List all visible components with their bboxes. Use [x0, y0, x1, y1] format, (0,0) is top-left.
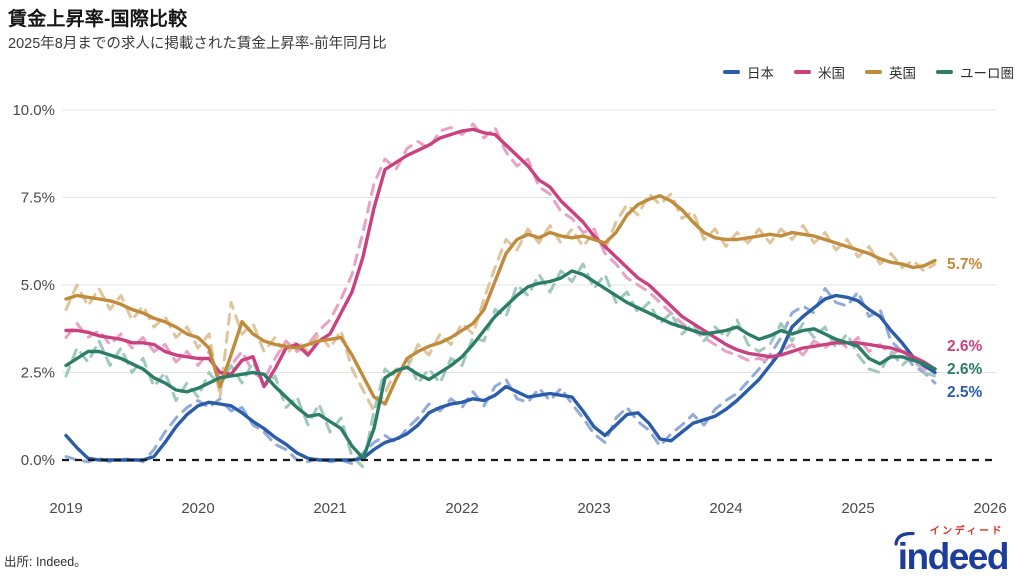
series-line-米国	[64, 127, 937, 389]
series-raw-line-日本	[64, 287, 937, 465]
legend-swatch-icon	[723, 70, 740, 74]
series-line-英国	[64, 194, 937, 406]
series-raw-line-英国	[64, 192, 937, 413]
x-axis-tick-label: 2025	[841, 500, 874, 517]
legend-label: ユーロ圏	[960, 66, 1014, 81]
x-axis-tick-label: 2021	[313, 500, 346, 517]
legend-item-米国[interactable]: 米国	[794, 62, 845, 82]
series-end-label-米国: 2.6%	[947, 338, 983, 355]
legend-item-ユーロ圏[interactable]: ユーロ圏	[936, 62, 1014, 82]
series-end-label-日本: 2.5%	[947, 384, 983, 401]
x-axis-tick-label: 2022	[445, 500, 478, 517]
legend-item-日本[interactable]: 日本	[723, 62, 774, 82]
chart-title: 賃金上昇率-国際比較	[8, 9, 188, 30]
series-end-label-英国: 5.7%	[947, 256, 983, 273]
x-axis-tick-label: 2023	[577, 500, 610, 517]
y-axis-tick-label: 5.0%	[21, 277, 55, 294]
source-note: 出所: Indeed。	[4, 555, 87, 569]
series-end-label-ユーロ圏: 2.6%	[947, 361, 983, 378]
indeed-logo-swirl-icon	[894, 531, 915, 546]
indeed-logo-wordmark: indeed	[894, 531, 1010, 577]
legend-label: 日本	[747, 66, 774, 81]
x-axis-tick-label: 2026	[973, 500, 1006, 517]
y-axis-tick-label: 2.5%	[21, 365, 55, 382]
indeed-logo-text: indeed	[897, 536, 1010, 577]
chart-legend: 日本 米国 英国 ユーロ圏	[723, 62, 1014, 82]
indeed-logo-katakana: インディード	[929, 526, 1004, 537]
x-axis-tick-label: 2019	[49, 500, 82, 517]
y-axis-tick-label: 7.5%	[21, 190, 55, 207]
y-axis-tick-label: 0.0%	[21, 452, 55, 469]
x-axis-tick-label: 2020	[181, 500, 214, 517]
indeed-logo: インディード indeed	[894, 526, 1010, 577]
legend-label: 英国	[889, 66, 916, 81]
x-axis-tick-label: 2024	[709, 500, 742, 517]
legend-item-英国[interactable]: 英国	[865, 62, 916, 82]
series-line-日本	[64, 293, 937, 462]
legend-label: 米国	[818, 66, 845, 81]
legend-swatch-icon	[794, 70, 811, 74]
y-axis-tick-label: 10.0%	[12, 102, 55, 119]
series-line-ユーロ圏	[64, 269, 937, 460]
legend-swatch-icon	[865, 70, 882, 74]
chart-subtitle: 2025年8月までの求人に掲載された賃金上昇率-前年同月比	[8, 36, 387, 52]
legend-swatch-icon	[936, 70, 953, 74]
